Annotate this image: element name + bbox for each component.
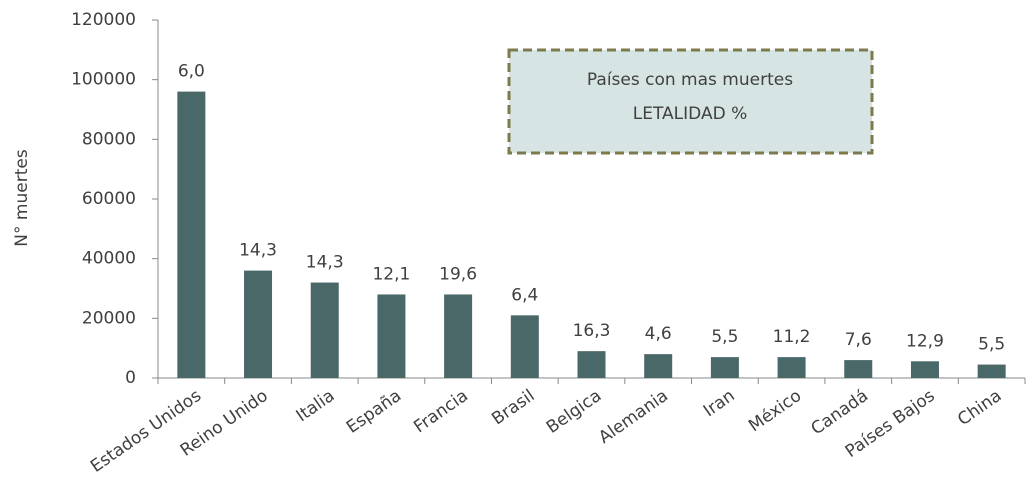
x-tick-label: China [954, 386, 1005, 430]
x-tick-label: Alemania [595, 386, 672, 448]
bar [644, 354, 673, 378]
annotation-title: Países con mas muertes [587, 70, 793, 90]
bar-annotation: 12,1 [372, 264, 410, 284]
x-tick-label: Italia [293, 386, 339, 426]
y-tick-label: 120000 [71, 10, 136, 30]
bar [377, 294, 406, 378]
x-tick-label: Brasil [488, 386, 538, 430]
y-tick-label: 100000 [71, 70, 136, 90]
x-tick-label: Francia [410, 386, 472, 437]
bar [510, 315, 539, 378]
bar-annotation: 14,3 [306, 253, 344, 273]
bar-annotation: 5,5 [711, 327, 738, 347]
y-tick-label: 80000 [82, 129, 136, 149]
bar [977, 364, 1006, 378]
y-tick-label: 40000 [82, 249, 136, 269]
annotation-title: LETALIDAD % [633, 104, 747, 124]
bar-annotation: 14,3 [239, 241, 277, 261]
bar-annotation: 12,9 [906, 331, 944, 351]
bar-annotation: 16,3 [573, 321, 611, 341]
bar [244, 270, 273, 378]
bar [710, 357, 739, 378]
bar-annotation: 6,0 [178, 62, 205, 82]
bar-annotation: 7,6 [845, 330, 872, 350]
bar-annotation: 5,5 [978, 335, 1005, 355]
bar [844, 360, 873, 378]
bar [310, 282, 339, 378]
bar [177, 91, 206, 378]
y-tick-label: 0 [125, 368, 136, 388]
bar-annotation: 19,6 [439, 264, 477, 284]
bar [577, 351, 606, 378]
x-tick-label: España [343, 386, 405, 438]
bar-annotation: 6,4 [511, 285, 538, 305]
bar [777, 357, 806, 378]
y-tick-label: 60000 [82, 189, 136, 209]
bar [444, 294, 473, 378]
y-axis-label: N° muertes [12, 149, 32, 247]
bar-annotation: 11,2 [773, 327, 811, 347]
annotation-box [507, 48, 874, 155]
bar [910, 361, 939, 378]
y-tick-label: 20000 [82, 308, 136, 328]
x-tick-label: Iran [700, 386, 739, 421]
bar-annotation: 4,6 [645, 324, 672, 344]
x-tick-label: Estados Unidos [87, 386, 205, 477]
x-tick-label: México [745, 386, 805, 436]
